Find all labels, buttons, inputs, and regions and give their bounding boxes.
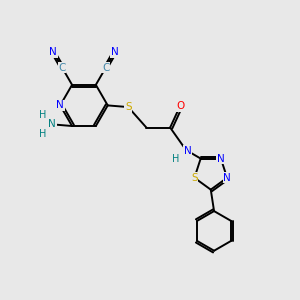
Text: C: C — [58, 63, 66, 73]
Text: O: O — [176, 101, 184, 111]
Text: N: N — [223, 173, 231, 183]
Text: N: N — [111, 47, 119, 57]
Text: H: H — [172, 154, 180, 164]
Text: N: N — [56, 100, 64, 110]
Text: C: C — [102, 63, 110, 73]
Text: N: N — [184, 146, 191, 156]
Text: S: S — [191, 173, 198, 183]
Text: S: S — [125, 102, 131, 112]
Text: N: N — [49, 47, 57, 57]
Text: N: N — [48, 119, 56, 129]
Text: H: H — [39, 129, 47, 139]
Text: N: N — [217, 154, 225, 164]
Text: H: H — [39, 110, 47, 120]
